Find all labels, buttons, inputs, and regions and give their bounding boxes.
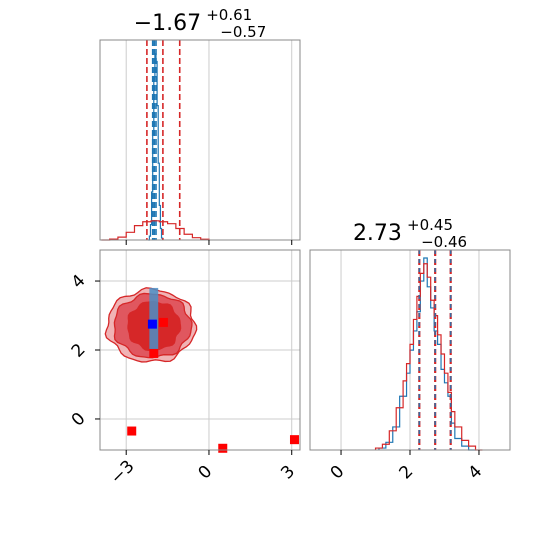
marginal-2-histogram-0 bbox=[378, 257, 476, 451]
marginal-1-gridlines bbox=[125, 40, 293, 240]
marginal-2-x-tick-label: 2 bbox=[396, 462, 418, 484]
joint-gridlines bbox=[100, 250, 300, 450]
joint-marker bbox=[218, 443, 228, 453]
marginal-1-title-sub: −0.57 bbox=[220, 23, 266, 41]
marginal-2-x-tick-label: 4 bbox=[465, 462, 487, 484]
joint-marker bbox=[158, 317, 168, 327]
joint-y-tick-label: 0 bbox=[68, 409, 90, 431]
joint-marker bbox=[127, 426, 137, 436]
marginal-panel-2: 2.73 +0.45 −0.46 0 2 4 bbox=[309, 215, 511, 484]
joint-x-tick-label: −3 bbox=[107, 457, 139, 489]
marginal-1-title: −1.67 +0.61 −0.57 bbox=[134, 5, 267, 41]
joint-panel: −3 0 3 0 2 4 bbox=[68, 249, 301, 489]
joint-x-tick-label: 3 bbox=[277, 462, 299, 484]
joint-y-tick-label: 4 bbox=[68, 271, 90, 293]
marginal-1-title-sup: +0.61 bbox=[206, 6, 252, 24]
joint-marker bbox=[147, 319, 157, 329]
marginal-1-tick-marks bbox=[125, 240, 293, 245]
marginal-panel-1: −1.67 +0.61 −0.57 bbox=[99, 5, 301, 245]
marginal-1-title-main: −1.67 bbox=[134, 11, 201, 36]
marginal-2-x-tick-label: 0 bbox=[327, 462, 349, 484]
joint-density-plot bbox=[104, 287, 299, 453]
marginal-1-frame bbox=[99, 39, 301, 241]
marginal-2-tick-marks-and-labels: 0 2 4 bbox=[327, 450, 487, 484]
marginal-2-histogram-1 bbox=[374, 263, 483, 451]
joint-marker bbox=[289, 435, 299, 445]
joint-marker bbox=[149, 348, 159, 358]
marginal-1-histogram-1 bbox=[101, 220, 210, 241]
joint-x-tick-label: 0 bbox=[195, 462, 217, 484]
marginal-2-title-main: 2.73 bbox=[353, 221, 402, 246]
marginal-2-histograms bbox=[374, 250, 483, 451]
marginal-1-histograms bbox=[101, 40, 210, 241]
marginal-2-title-sub: −0.46 bbox=[421, 233, 467, 251]
marginal-2-title: 2.73 +0.45 −0.46 bbox=[353, 215, 467, 251]
marginal-2-title-sup: +0.45 bbox=[407, 216, 453, 234]
joint-y-tick-label: 2 bbox=[68, 340, 90, 362]
